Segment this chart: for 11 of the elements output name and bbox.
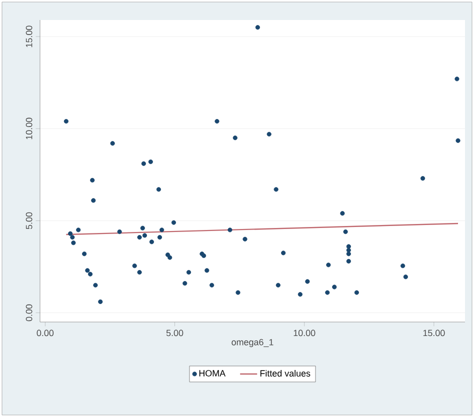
- legend-label: Fitted values: [260, 370, 310, 377]
- y-tick-label: 0.00: [26, 304, 32, 322]
- x-tick-label: 0.00: [36, 330, 54, 336]
- x-axis-title: omega6_1: [232, 338, 274, 348]
- y-tick-label: 5.00: [26, 212, 32, 230]
- x-tick-label: 5.00: [166, 330, 184, 336]
- x-tick-label: 10.00: [294, 330, 316, 336]
- x-tick-label: 15.00: [423, 330, 445, 336]
- legend-label: HOMA: [199, 370, 226, 376]
- y-tick-label: 15.00: [26, 26, 32, 48]
- y-tick-label: 10.00: [26, 118, 32, 140]
